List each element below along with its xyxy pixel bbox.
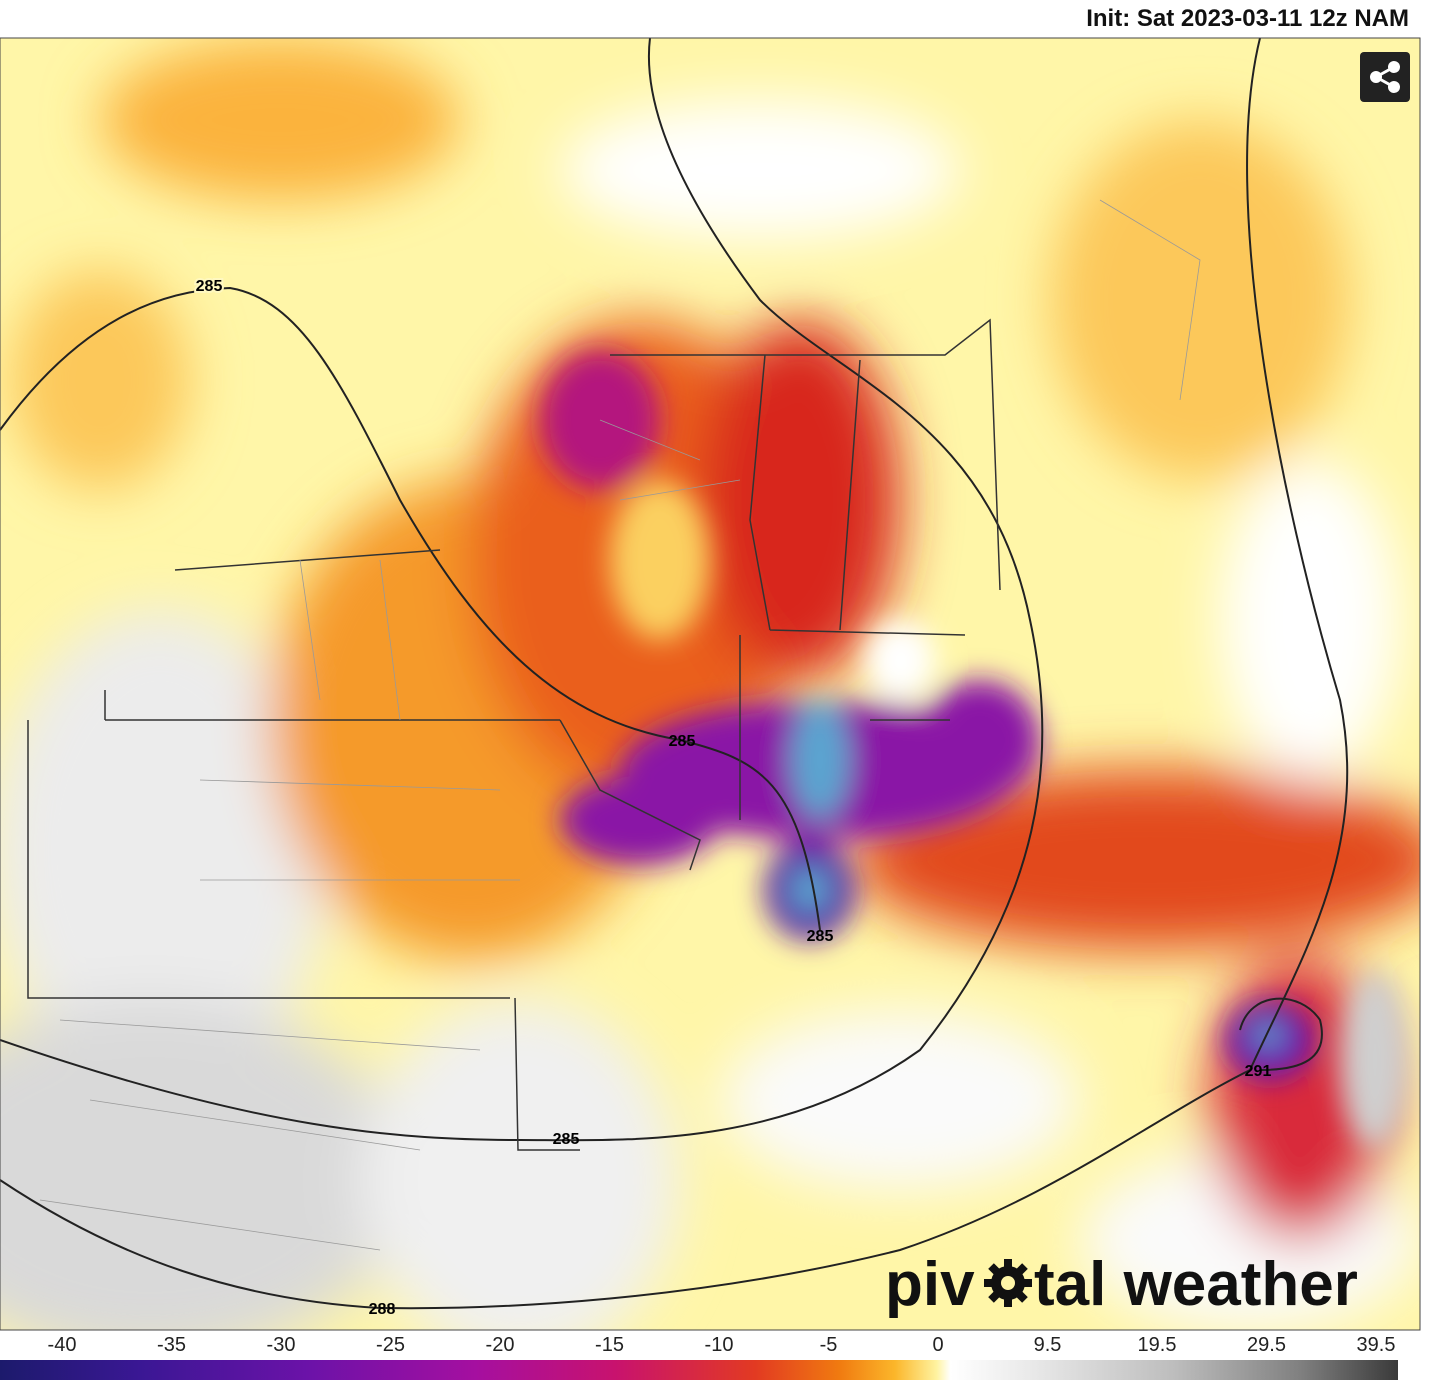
logo-text: piv	[885, 1250, 975, 1319]
colorbar-label: -25	[376, 1334, 405, 1356]
logo-gear	[984, 1259, 1032, 1307]
colorbar-label: -30	[266, 1334, 296, 1356]
colorbar-label: -35	[157, 1334, 186, 1356]
colorbar-label: -20	[485, 1334, 515, 1356]
colorbar-label: -10	[704, 1334, 734, 1356]
colorbar-label: -15	[595, 1334, 624, 1356]
contour-label: 285	[669, 733, 696, 750]
contour-label: 291	[1245, 1063, 1272, 1080]
map-field: 285 285 285 291 285 288 piv tal weather	[0, 38, 1420, 1330]
contour-label: 288	[369, 1301, 396, 1318]
colorbar-label: 0	[932, 1334, 944, 1356]
colorbar	[0, 1360, 1398, 1380]
contour-label: 285	[553, 1131, 580, 1148]
logo: piv tal weather	[885, 1250, 1358, 1319]
colorbar-label: -40	[47, 1334, 77, 1356]
contour-label: 285	[807, 928, 834, 945]
colorbar-label: 19.5	[1137, 1334, 1177, 1356]
colorbar-label: 9.5	[1033, 1334, 1062, 1356]
contour-label: 285	[196, 278, 223, 295]
colorbar-label: -5	[819, 1334, 838, 1356]
init-time: Init: Sat 2023-03-11 12z NAM	[1086, 5, 1409, 32]
colorbar-label: 39.5	[1356, 1334, 1396, 1356]
logo-text: tal weather	[1034, 1250, 1358, 1319]
share-button[interactable]	[1360, 52, 1410, 102]
colorbar-label: 29.5	[1247, 1334, 1286, 1356]
